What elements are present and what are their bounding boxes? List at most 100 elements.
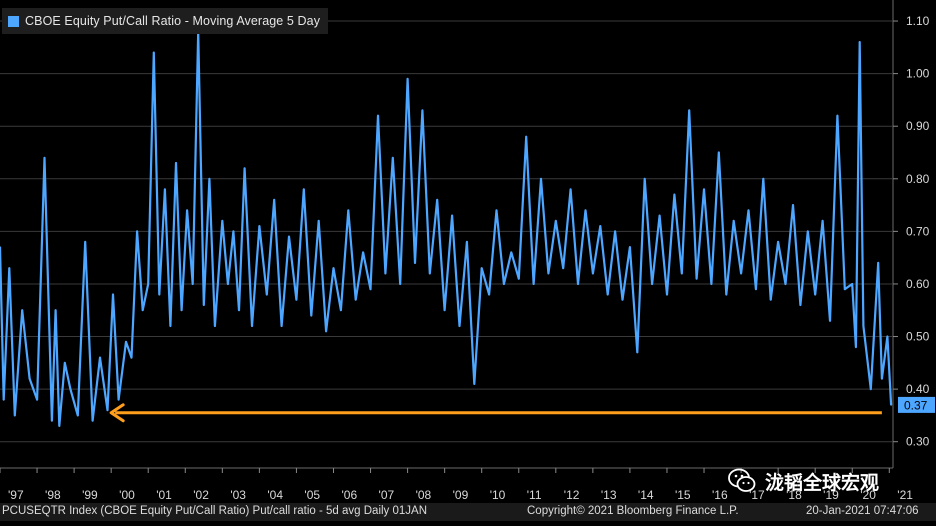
data-point	[784, 283, 787, 285]
data-point	[36, 398, 38, 401]
data-point	[740, 272, 742, 275]
data-point	[243, 167, 246, 170]
data-point	[406, 77, 409, 80]
data-point	[106, 409, 109, 412]
data-point	[369, 288, 372, 291]
x-tick-label: '14	[638, 488, 654, 502]
data-point	[265, 293, 268, 296]
y-axis: 0.30 0.40 0.50 0.60 0.70 0.80 0.90 1.00 1.10	[893, 14, 930, 449]
data-point	[577, 283, 579, 285]
data-point	[666, 293, 668, 296]
data-point	[251, 325, 253, 327]
y-tick-label: 0.80	[906, 172, 930, 186]
x-tick-label: '04	[267, 488, 283, 502]
data-point	[99, 356, 101, 359]
data-point	[13, 414, 16, 417]
data-point	[769, 298, 772, 301]
data-point	[280, 325, 283, 327]
x-tick-label: '02	[193, 488, 209, 502]
data-point	[50, 419, 53, 422]
data-point	[414, 262, 416, 264]
data-point	[532, 283, 535, 285]
data-point	[28, 377, 31, 380]
data-point	[310, 314, 313, 317]
data-point	[584, 209, 587, 212]
arrow-head	[109, 403, 125, 423]
data-point	[869, 388, 872, 391]
x-tick-label: '17	[749, 488, 765, 502]
watermark-text: 泷韬全球宏观	[765, 471, 880, 494]
data-point	[21, 309, 24, 312]
data-point	[710, 283, 713, 285]
data-point	[76, 414, 79, 417]
footer-bar: PCUSEQTR Index (CBOE Equity Put/Call Rat…	[0, 503, 936, 521]
data-point	[510, 251, 513, 254]
data-point	[851, 283, 854, 285]
data-point	[91, 419, 94, 422]
series-line	[0, 30, 893, 427]
footer-timestamp: 20-Jan-2021 07:47:06	[806, 505, 919, 517]
data-point	[391, 156, 394, 159]
data-point	[792, 204, 794, 206]
data-point	[354, 298, 357, 301]
data-point	[117, 398, 120, 401]
data-point	[540, 177, 542, 180]
data-point	[226, 283, 229, 285]
data-point	[180, 309, 183, 312]
data-point	[880, 377, 883, 380]
data-point	[762, 177, 765, 180]
data-point	[886, 335, 889, 338]
x-tick-label: '12	[564, 488, 580, 502]
data-point	[232, 230, 235, 233]
data-point	[202, 304, 205, 306]
x-tick-label: '09	[453, 488, 469, 502]
data-point	[258, 225, 261, 228]
data-point	[814, 293, 817, 296]
x-tick-label: '15	[675, 488, 691, 502]
y-tick-label: 0.30	[906, 435, 930, 449]
data-point	[169, 325, 172, 327]
data-point	[799, 304, 802, 306]
data-point	[643, 177, 646, 180]
data-point	[465, 240, 468, 243]
data-point	[747, 209, 750, 212]
data-point	[562, 267, 565, 270]
data-point	[125, 340, 127, 343]
x-tick-label: '11	[527, 488, 542, 502]
data-point	[214, 325, 216, 327]
data-point	[858, 41, 861, 43]
data-point	[2, 398, 5, 401]
x-tick-label: '99	[82, 488, 98, 502]
data-point	[843, 288, 846, 291]
data-point	[325, 330, 327, 333]
data-point	[554, 219, 557, 222]
wechat-logo-icon	[728, 468, 756, 492]
data-point	[606, 293, 609, 296]
x-tick-label: '05	[304, 488, 320, 502]
data-point	[175, 162, 177, 164]
data-point	[436, 198, 439, 201]
data-point	[525, 135, 528, 138]
data-point	[806, 230, 809, 233]
x-tick-label: '01	[156, 488, 172, 502]
data-point	[703, 188, 705, 191]
data-point	[636, 351, 639, 354]
footer-copyright: Copyright© 2021 Bloomberg Finance L.P.	[527, 505, 739, 517]
x-tick-label: '97	[8, 488, 24, 502]
data-point	[488, 293, 491, 296]
watermark: 泷韬全球宏观	[727, 466, 879, 496]
data-point	[480, 267, 483, 270]
data-point	[208, 177, 211, 180]
data-point	[130, 356, 133, 359]
data-point	[147, 283, 150, 285]
y-tick-label: 0.60	[906, 277, 930, 291]
data-point	[451, 214, 453, 217]
data-point	[547, 272, 550, 275]
data-point	[621, 298, 624, 301]
data-point	[688, 109, 691, 112]
data-point	[141, 309, 144, 312]
data-point	[473, 382, 476, 385]
data-point	[158, 293, 161, 296]
data-point	[84, 240, 87, 243]
